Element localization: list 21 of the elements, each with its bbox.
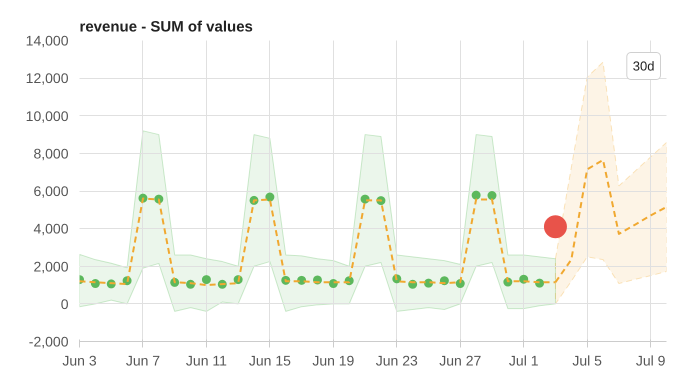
x-tick-label: Jul 1 <box>508 352 539 368</box>
x-tick-label: Jun 3 <box>62 352 97 368</box>
y-tick-label: 14,000 <box>26 32 69 48</box>
y-tick-label: 6,000 <box>33 183 69 199</box>
x-tick-label: Jun 11 <box>186 352 228 368</box>
x-tick-label: Jun 23 <box>376 352 418 368</box>
x-tick-label: Jun 19 <box>312 352 355 368</box>
annotation: 30d <box>632 58 655 74</box>
y-tick-label: 4,000 <box>33 220 69 237</box>
chart-title: revenue - SUM of values <box>80 18 253 36</box>
y-tick-label: 12,000 <box>26 70 69 86</box>
y-tick-label: 8,000 <box>33 145 69 162</box>
y-tick-label: 0 <box>60 296 69 312</box>
x-tick-label: Jul 9 <box>636 352 666 368</box>
x-tick-label: Jun 7 <box>126 352 160 368</box>
y-tick-label: -2,000 <box>28 334 69 350</box>
y-tick-label: 2,000 <box>33 258 69 274</box>
x-tick-label: Jun 15 <box>248 352 292 368</box>
y-tick-label: 10,000 <box>26 108 69 124</box>
x-tick-label: Jul 5 <box>572 352 602 368</box>
x-tick-label: Jun 27 <box>439 352 482 368</box>
